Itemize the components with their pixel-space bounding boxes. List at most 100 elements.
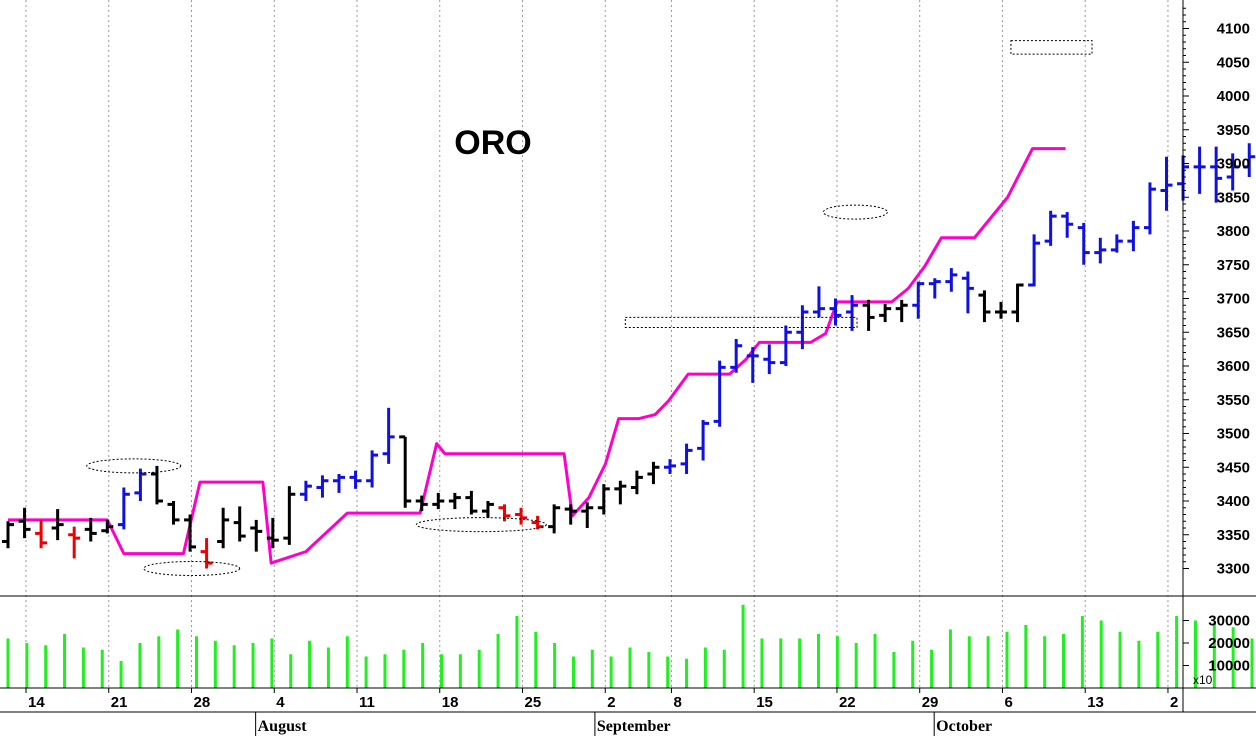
ohlc-bar	[51, 509, 64, 541]
ohlc-bar	[349, 470, 362, 489]
highlight-ellipse	[86, 458, 182, 474]
volume-bar	[986, 636, 990, 688]
volume-bar	[892, 652, 896, 688]
ohlc-bar	[266, 517, 279, 549]
ohlc-bar	[581, 502, 594, 528]
ohlc-bar	[1143, 182, 1156, 235]
highlight-box	[624, 316, 858, 329]
price-tick-label: 3550	[1217, 392, 1250, 409]
volume-bar	[6, 638, 10, 688]
ohlc-bar	[1094, 237, 1107, 264]
volume-bar	[1193, 620, 1197, 688]
day-label: 6	[1004, 694, 1012, 711]
day-label: 29	[922, 694, 939, 711]
highlight-ellipse	[143, 561, 241, 576]
ohlc-bar	[746, 347, 759, 383]
price-axis: 3300 3350 3400 3450 3500 3550 3600 3650 3700 3750…	[1183, 7, 1250, 578]
day-label: 25	[525, 694, 542, 711]
ohlc-bar	[697, 420, 710, 461]
highlight-ellipse	[822, 204, 888, 220]
ohlc-bar	[283, 486, 296, 545]
ohlc-bar	[1226, 153, 1239, 191]
ohlc-bar	[879, 303, 892, 323]
volume-bar	[1175, 616, 1179, 688]
ohlc-bar	[250, 519, 263, 552]
ohlc-bar	[1127, 220, 1140, 252]
price-tick-label: 3750	[1217, 257, 1250, 274]
volume-bar	[1231, 627, 1235, 688]
day-label: 8	[673, 694, 681, 711]
ohlc-bar	[846, 295, 859, 331]
volume-bar	[816, 634, 820, 688]
ohlc-bar	[647, 461, 660, 485]
volume-bar	[1212, 622, 1216, 688]
day-label: 2	[1170, 694, 1178, 711]
volume-bar	[119, 661, 123, 688]
ohlc-bar	[366, 450, 379, 488]
volume-bar	[571, 656, 575, 688]
ohlc-bar	[548, 504, 561, 534]
volume-tick-label: 30000	[1208, 613, 1250, 630]
ohlc-bar	[167, 501, 180, 525]
volume-bar	[647, 652, 651, 688]
volume-bar	[779, 638, 783, 688]
ohlc-bar	[18, 507, 31, 539]
ohlc-bar	[1011, 283, 1024, 323]
ohlc-bar	[1028, 234, 1041, 287]
highlight-box	[1010, 40, 1093, 55]
ohlc-bar	[68, 526, 81, 559]
volume-bar	[685, 658, 689, 688]
day-label: 13	[1087, 694, 1104, 711]
volume-bar	[1005, 631, 1009, 688]
volume-bar	[402, 649, 406, 688]
ohlc-bar	[84, 517, 97, 542]
price-tick-label: 4050	[1217, 54, 1250, 71]
day-label: 14	[28, 694, 45, 711]
volume-bar	[1250, 638, 1254, 688]
volume-bar	[798, 638, 802, 688]
ohlc-bar	[812, 286, 825, 318]
ohlc-bar	[763, 344, 776, 375]
volume-bar	[194, 636, 198, 688]
volume-bar	[477, 649, 481, 688]
volume-bar	[496, 634, 500, 688]
ohlc-bar	[564, 504, 577, 525]
ohlc-bar	[730, 339, 743, 373]
price-tick-label: 3600	[1217, 358, 1250, 375]
volume-bar	[289, 654, 293, 688]
volume-bar	[383, 654, 387, 688]
ohlc-bar	[614, 480, 627, 505]
ohlc-bar	[415, 495, 428, 512]
volume-bar	[1099, 620, 1103, 688]
highlight-ellipse	[415, 517, 547, 533]
ohlc-bar	[779, 325, 792, 366]
volume-bar	[440, 654, 444, 688]
volume-bar	[666, 656, 670, 688]
price-tick-label: 3950	[1217, 122, 1250, 139]
day-label: 22	[839, 694, 856, 711]
price-tick-label: 3800	[1217, 223, 1250, 240]
ohlc-bar	[961, 271, 974, 314]
ohlc-bar	[432, 492, 445, 510]
day-label: 21	[111, 694, 128, 711]
volume-bar	[873, 634, 877, 688]
volume-bar	[628, 647, 632, 688]
month-label: September	[597, 718, 671, 735]
day-label: 18	[442, 694, 459, 711]
day-label: 28	[194, 694, 211, 711]
volume-bars	[6, 604, 1254, 688]
trailing-stop-line	[8, 147, 1066, 565]
ohlc-bar	[299, 480, 312, 501]
volume-bar	[364, 656, 368, 688]
price-tick-label: 3450	[1217, 459, 1250, 476]
ohlc-bar	[1243, 143, 1256, 177]
day-label: 11	[359, 694, 375, 711]
volume-bar	[835, 636, 839, 688]
volume-bar	[1137, 640, 1141, 688]
volume-bar	[1024, 625, 1028, 688]
chart-title: ORO	[454, 124, 531, 162]
stop-line-path	[8, 147, 1066, 565]
